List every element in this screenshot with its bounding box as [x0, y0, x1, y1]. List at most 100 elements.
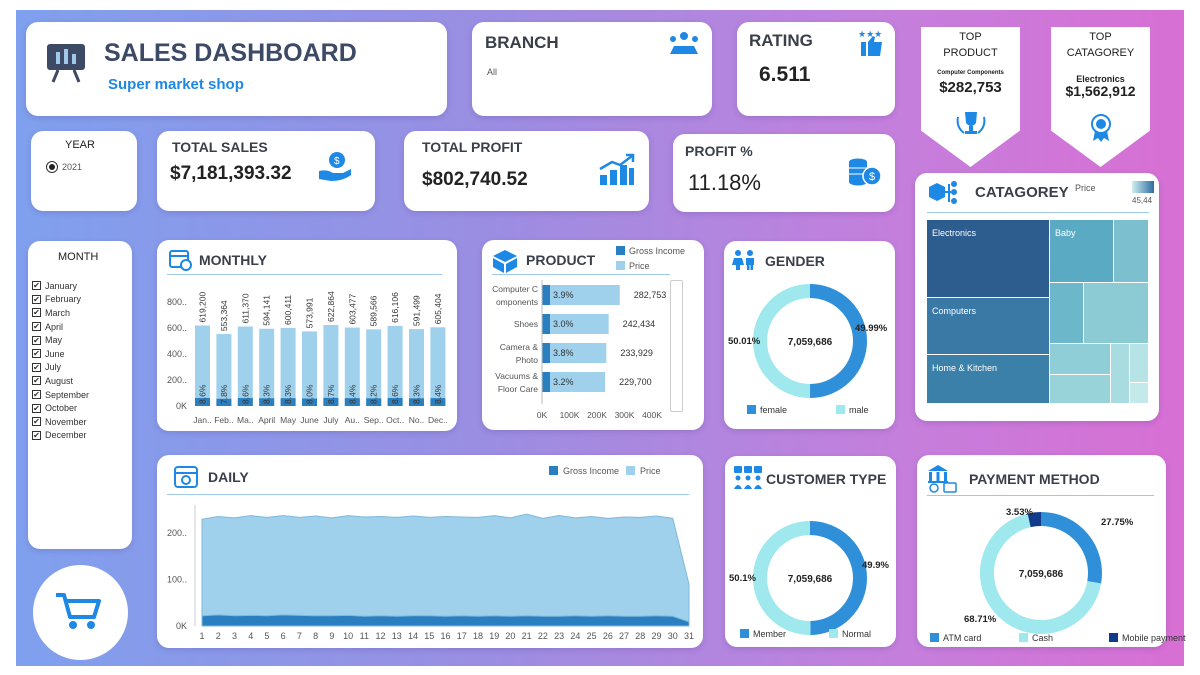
thumbs-up-stars-icon: ★★★: [858, 29, 882, 56]
checkbox[interactable]: ✔: [32, 417, 41, 427]
cart-button[interactable]: [33, 565, 128, 660]
category-treemap-card: CATAGOREY Price 45,44 Electronics Comput…: [915, 173, 1159, 421]
rating-value: 6.511: [759, 63, 811, 86]
treemap-tile[interactable]: [1114, 220, 1148, 282]
treemap-tile-electronics[interactable]: Electronics: [927, 220, 1049, 297]
x-tick-label: 24: [570, 631, 580, 641]
treemap-tile[interactable]: [1084, 283, 1148, 343]
profit-percent-title: PROFIT %: [685, 143, 753, 159]
year-radio[interactable]: [46, 161, 58, 173]
top-category-name: Electronics: [1076, 74, 1125, 84]
checkbox[interactable]: ✔: [32, 390, 41, 400]
month-label: November: [45, 416, 87, 427]
month-checkbox-item[interactable]: ✔ March: [32, 306, 89, 320]
x-tick-label: 15: [424, 631, 434, 641]
checkbox[interactable]: ✔: [32, 349, 41, 359]
x-tick-label: 200K: [587, 410, 607, 420]
product-scrollbar[interactable]: [670, 280, 683, 412]
x-tick-label: 4: [248, 631, 253, 641]
x-tick-label: 16: [440, 631, 450, 641]
x-tick-label: Dec..: [428, 415, 448, 425]
bar-value-label: 573,991: [305, 297, 315, 328]
rating-card: RATING 6.511 ★★★: [737, 22, 895, 116]
bar-value-label: 242,434: [623, 319, 656, 329]
checkbox[interactable]: ✔: [32, 308, 41, 318]
category-label: Floor Care: [498, 384, 538, 394]
checkbox[interactable]: ✔: [32, 322, 41, 332]
checkbox[interactable]: ✔: [32, 376, 41, 386]
month-checkbox-item[interactable]: ✔ December: [32, 429, 89, 443]
y-tick-label: 100..: [167, 575, 187, 585]
checkbox[interactable]: ✔: [32, 362, 41, 372]
month-checkbox-item[interactable]: ✔ September: [32, 388, 89, 402]
treemap-tile[interactable]: [1130, 383, 1148, 403]
monthly-bar-income: [344, 398, 360, 406]
donut-percent-label: 3.53%: [1006, 507, 1033, 518]
top-product-name: Computer Components: [937, 70, 1004, 76]
product-bar: [542, 372, 606, 392]
treemap-tile[interactable]: [1130, 344, 1148, 382]
customer-type-title: CUSTOMER TYPE: [766, 471, 887, 487]
x-tick-label: 10: [343, 631, 353, 641]
bar-percent-label: 8.3%: [412, 384, 422, 404]
x-tick-label: 20: [505, 631, 515, 641]
branch-network-icon: [670, 32, 698, 54]
x-tick-label: 6: [281, 631, 286, 641]
month-checkbox-item[interactable]: ✔ October: [32, 401, 89, 415]
legend-price-swatch: [626, 466, 635, 475]
month-checkbox-item[interactable]: ✔ June: [32, 347, 89, 361]
product-bar-chart: 3.9% 282,753 Computer C omponents 3.0% 242,43…: [492, 280, 666, 420]
treemap-tile[interactable]: [1111, 344, 1129, 403]
calendar-check-icon: [174, 466, 198, 488]
checkbox[interactable]: ✔: [32, 281, 41, 291]
rating-title: RATING: [749, 31, 813, 50]
x-tick-label: 100K: [560, 410, 580, 420]
treemap-tile[interactable]: [1050, 283, 1083, 343]
bar-percent-label: 8.3%: [283, 384, 293, 404]
x-tick-label: July: [323, 415, 339, 425]
branch-value[interactable]: All: [487, 67, 498, 77]
bar-percent-label: 3.9%: [553, 290, 574, 300]
x-tick-label: 1: [199, 631, 204, 641]
year-option-label[interactable]: 2021: [62, 162, 83, 172]
branch-filter-card[interactable]: BRANCH All: [472, 22, 712, 116]
x-tick-label: 19: [489, 631, 499, 641]
month-checkbox-item[interactable]: ✔ July: [32, 361, 89, 375]
treemap-tile-computers[interactable]: Computers: [927, 298, 1049, 354]
product-bar-income: [542, 372, 550, 392]
checkbox[interactable]: ✔: [32, 403, 41, 413]
month-label: January: [45, 280, 78, 291]
x-tick-label: Oct..: [386, 415, 404, 425]
category-label: omponents: [496, 297, 538, 307]
x-tick-label: Jan..: [193, 415, 211, 425]
treemap-tile-baby[interactable]: Baby: [1050, 220, 1113, 282]
legend-price-label: Price: [640, 466, 661, 476]
bar-percent-label: 8.6%: [240, 384, 250, 404]
daily-title: DAILY: [208, 469, 249, 485]
monthly-bar-income: [323, 397, 339, 406]
category-legend-label: Price: [1075, 183, 1096, 193]
month-checkbox-item[interactable]: ✔ May: [32, 333, 89, 347]
checkbox[interactable]: ✔: [32, 294, 41, 304]
bar-value-label: 622,864: [326, 291, 336, 322]
month-checkbox-item[interactable]: ✔ April: [32, 320, 89, 334]
treemap-tile[interactable]: [1050, 344, 1110, 374]
monthly-bar: [216, 334, 232, 406]
month-checkbox-item[interactable]: ✔ January: [32, 279, 89, 293]
month-checkbox-item[interactable]: ✔ November: [32, 415, 89, 429]
month-label: May: [45, 335, 63, 346]
product-bar: [542, 285, 620, 305]
x-tick-label: April: [258, 415, 275, 425]
legend-swatch: [1019, 633, 1028, 642]
month-checkbox-item[interactable]: ✔ February: [32, 293, 89, 307]
bar-value-label: 591,499: [412, 295, 422, 326]
checkbox[interactable]: ✔: [32, 335, 41, 345]
x-tick-label: 28: [635, 631, 645, 641]
bar-value-label: 229,700: [619, 377, 652, 387]
treemap-tile-home-kitchen[interactable]: Home & Kitchen: [927, 355, 1049, 403]
checkbox[interactable]: ✔: [32, 430, 41, 440]
legend-price-swatch: [616, 261, 625, 270]
month-checkbox-item[interactable]: ✔ August: [32, 374, 89, 388]
bar-percent-label: 8.4%: [347, 384, 357, 404]
treemap-tile[interactable]: [1050, 375, 1110, 403]
